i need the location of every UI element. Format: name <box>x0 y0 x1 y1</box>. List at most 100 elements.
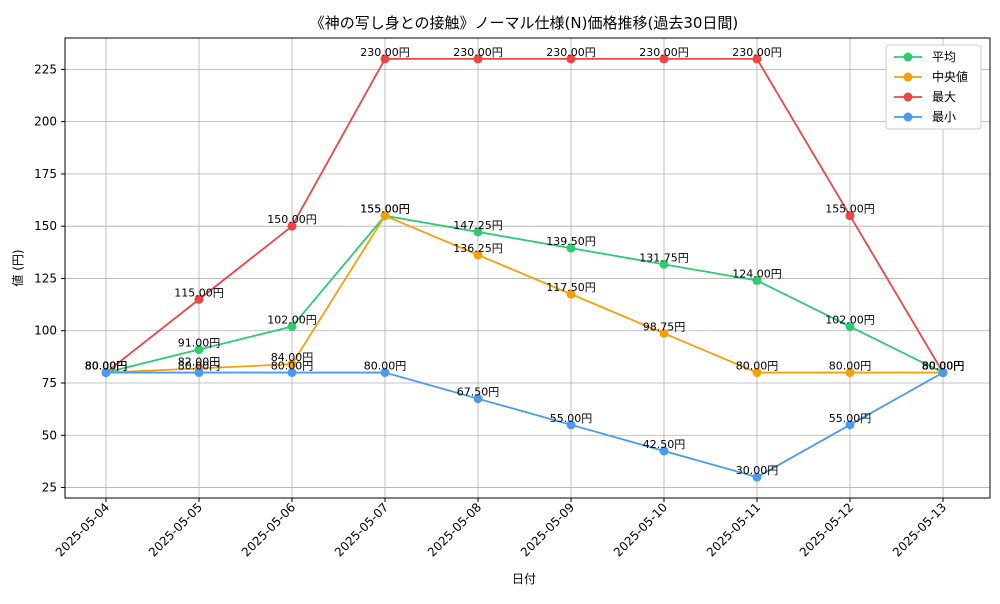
data-label: 80.00円 <box>85 360 128 373</box>
data-point <box>752 276 762 286</box>
data-label: 115.00円 <box>174 286 224 299</box>
y-tick-label: 50 <box>42 428 57 442</box>
x-tick-label: 2025-05-09 <box>518 500 577 559</box>
data-label: 80.00円 <box>829 360 872 373</box>
y-axis-label: 値 (円) <box>10 249 25 286</box>
data-point <box>659 259 669 269</box>
grid <box>65 38 990 498</box>
data-label: 55.00円 <box>550 412 593 425</box>
y-tick-label: 200 <box>34 115 57 129</box>
data-point <box>473 394 483 404</box>
x-tick-label: 2025-05-07 <box>332 500 391 559</box>
data-point <box>380 211 390 221</box>
data-label: 42.50円 <box>643 438 686 451</box>
data-label: 55.00円 <box>829 412 872 425</box>
data-label: 67.50円 <box>457 386 500 399</box>
data-label: 117.50円 <box>546 281 596 294</box>
legend-swatch-marker <box>903 72 913 82</box>
data-label: 230.00円 <box>639 46 689 59</box>
series-line <box>105 214 944 374</box>
data-point <box>287 359 297 369</box>
data-label: 150.00円 <box>267 213 317 226</box>
data-label: 80.00円 <box>922 360 965 373</box>
data-label: 136.25円 <box>453 242 503 255</box>
legend-swatch-marker <box>903 52 913 62</box>
data-labels: 80.00円 91.00円 102.00円 155.00円 147.25円 139.50円… <box>85 46 965 477</box>
data-label: 80.00円 <box>364 360 407 373</box>
data-label: 230.00円 <box>732 46 782 59</box>
x-tick-label: 2025-05-10 <box>611 500 670 559</box>
y-tick-label: 25 <box>42 481 57 495</box>
data-label: 80.00円 <box>178 360 221 373</box>
data-label: 80.00円 <box>922 360 965 373</box>
y-tick-label: 175 <box>34 167 57 181</box>
data-label: 230.00円 <box>453 46 503 59</box>
data-label: 230.00円 <box>360 46 410 59</box>
chart-title: 《神の写し身との接触》ノーマル仕様(N)価格推移(過去30日間) <box>310 14 739 32</box>
data-label: 102.00円 <box>267 314 317 327</box>
data-point <box>380 54 390 64</box>
legend-box <box>885 44 982 130</box>
legend-swatch-marker <box>903 112 913 122</box>
data-point <box>194 294 204 304</box>
x-axis-label: 日付 <box>512 572 536 586</box>
data-label: 80.00円 <box>922 360 965 373</box>
data-label: 155.00円 <box>360 203 410 216</box>
data-point <box>380 368 390 378</box>
data-label: 30.00円 <box>736 464 779 477</box>
data-point <box>752 368 762 378</box>
y-tick-label: 225 <box>34 62 57 76</box>
y-tick-label: 100 <box>34 324 57 338</box>
data-point <box>938 368 948 378</box>
data-point <box>845 322 855 332</box>
y-tick-label: 75 <box>42 376 57 390</box>
data-point <box>473 227 483 237</box>
data-point <box>473 54 483 64</box>
plot-frame <box>64 37 991 499</box>
series-line <box>105 214 943 374</box>
data-point <box>287 221 297 231</box>
data-point <box>566 54 576 64</box>
data-label: 230.00円 <box>546 46 596 59</box>
data-label: 131.75円 <box>639 251 689 264</box>
data-point <box>566 420 576 430</box>
data-label: 102.00円 <box>825 314 875 327</box>
legend-label: 最小 <box>932 110 956 124</box>
data-label: 91.00円 <box>178 337 221 350</box>
data-point <box>659 54 669 64</box>
data-point <box>287 322 297 332</box>
x-tick-label: 2025-05-12 <box>797 500 856 559</box>
data-label: 139.50円 <box>546 235 596 248</box>
legend-label: 中央値 <box>932 69 968 84</box>
data-point <box>752 472 762 482</box>
data-point <box>659 328 669 338</box>
data-point <box>566 289 576 299</box>
data-label: 82.00円 <box>178 355 221 368</box>
data-label: 80.00円 <box>922 360 965 373</box>
data-label: 98.75円 <box>643 320 686 333</box>
x-tick-label: 2025-05-11 <box>704 500 763 559</box>
data-point <box>101 368 111 378</box>
data-point <box>659 446 669 456</box>
data-point <box>194 368 204 378</box>
data-label: 80.00円 <box>85 360 128 373</box>
x-tick-label: 2025-05-05 <box>146 500 205 559</box>
legend-label: 最大 <box>932 90 956 104</box>
data-point <box>194 345 204 355</box>
data-label: 80.00円 <box>85 360 128 373</box>
legend-swatch-marker <box>903 92 913 102</box>
legend-label: 平均 <box>932 50 956 64</box>
x-tick-label: 2025-05-13 <box>890 500 949 559</box>
x-tick-label: 2025-05-06 <box>239 500 298 559</box>
data-label: 84.00円 <box>271 351 314 364</box>
data-point <box>845 368 855 378</box>
data-point <box>845 420 855 430</box>
series-group <box>101 54 948 482</box>
data-point <box>566 243 576 253</box>
data-point <box>845 211 855 221</box>
y-tick-label: 150 <box>34 219 57 233</box>
data-label: 147.25円 <box>453 219 503 232</box>
